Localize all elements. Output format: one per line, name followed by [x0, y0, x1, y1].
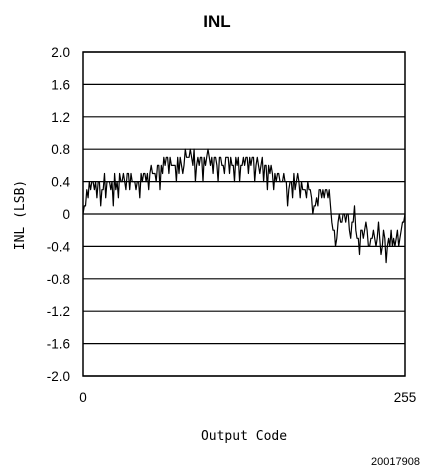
x-tick-label: 0 [79, 390, 87, 405]
data-series [82, 148, 406, 264]
inl-series-line [82, 148, 406, 264]
y-tick-label: 1.6 [51, 77, 70, 92]
y-tick-labels: 2.0 1.6 1.2 0.8 0.4 0 -0.4 -0.8 -1.2 -1.6 -2.0 [47, 45, 71, 384]
y-axis-label: INL (LSB) [13, 180, 28, 250]
y-tick-label: -1.6 [47, 337, 70, 352]
y-tick-label: -1.2 [47, 304, 70, 319]
figure-id: 20017908 [371, 456, 420, 468]
y-tick-label: 0.4 [51, 175, 70, 190]
y-tick-label: 1.2 [51, 110, 70, 125]
y-tick-label: -2.0 [47, 369, 70, 384]
y-tick-label: -0.4 [47, 239, 71, 254]
grid-lines [83, 51, 405, 377]
y-tick-label: 0 [62, 207, 70, 222]
x-tick-labels: 0 255 [79, 390, 416, 405]
y-tick-label: 2.0 [51, 45, 70, 60]
x-axis-label: Output Code [201, 429, 287, 444]
chart-title: INL [203, 12, 230, 31]
plot-frame [82, 51, 406, 377]
y-tick-label: -0.8 [47, 272, 70, 287]
y-tick-label: 0.8 [51, 142, 70, 157]
x-tick-label: 255 [394, 390, 417, 405]
